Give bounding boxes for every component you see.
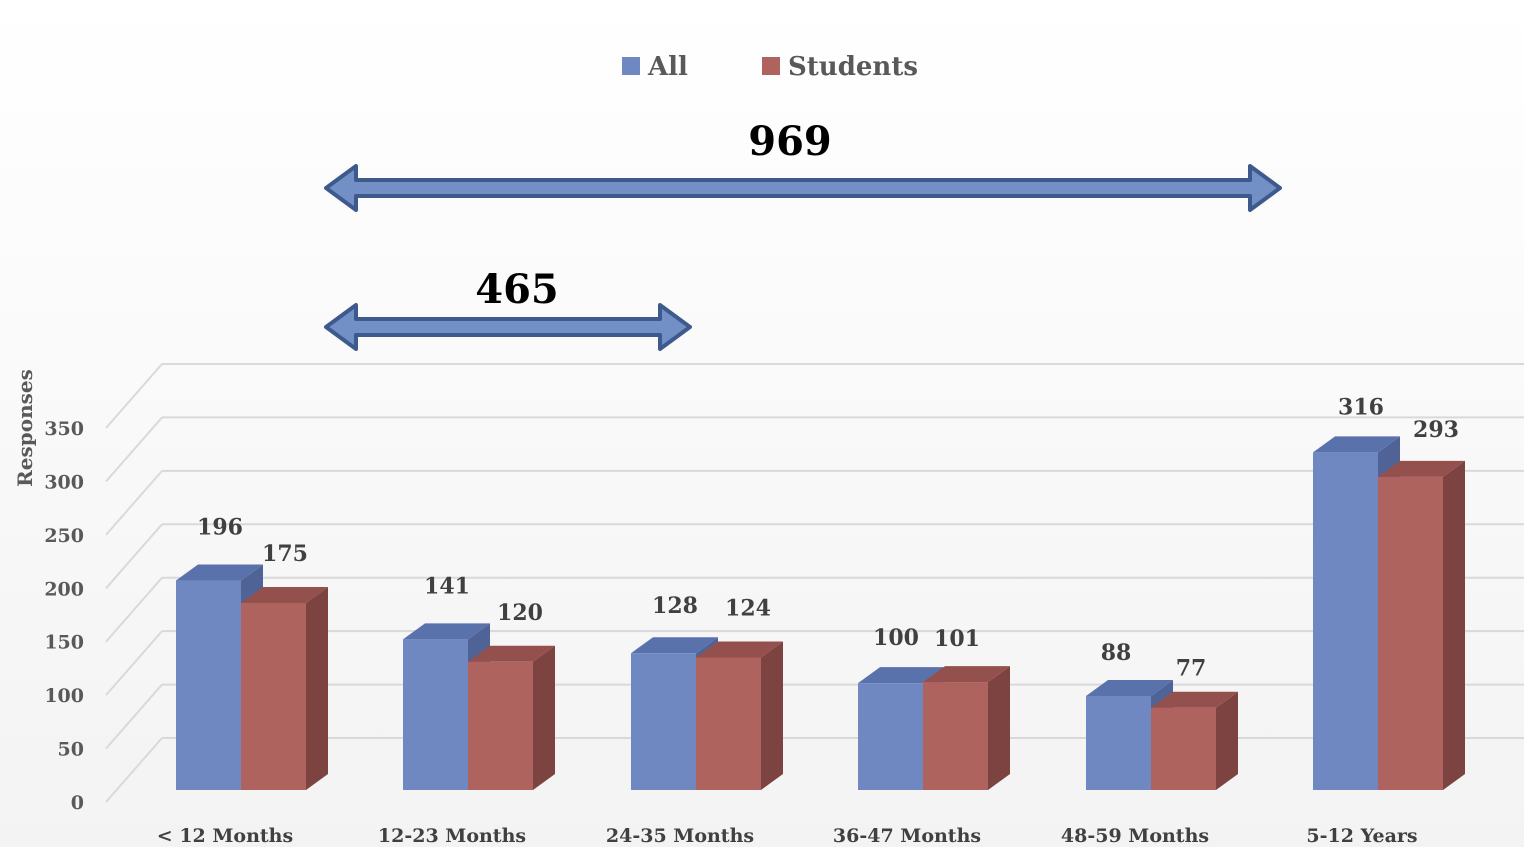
category-label: 36-47 Months: [833, 825, 981, 847]
bar-all: [403, 639, 468, 790]
data-label-all: 196: [197, 515, 243, 541]
annotation-label: 465: [475, 266, 559, 313]
y-tick-label: 300: [44, 471, 84, 493]
category-labels: < 12 Months 12-23 Months 24-35 Months 36-47…: [157, 825, 1418, 847]
category-label: 5-12 Years: [1306, 825, 1417, 847]
bar-students: [696, 657, 761, 790]
data-label-students: 124: [725, 595, 771, 621]
bar-top-all: [631, 637, 718, 654]
category-label: 48-59 Months: [1061, 825, 1209, 847]
bar-top-all: [176, 564, 263, 581]
gridline-diagonal: [105, 577, 163, 643]
gridline-diagonal: [105, 470, 163, 536]
bar-side-students: [988, 666, 1010, 790]
data-labels: 196 175 141 120 128 124 100 101 88 77 316 293: [197, 394, 1459, 681]
legend-swatch-all: [622, 57, 640, 75]
category-label: 12-23 Months: [378, 825, 526, 847]
bar-all: [631, 653, 696, 790]
bars: [176, 436, 1465, 790]
legend-label-students: Students: [788, 52, 918, 82]
bar-side-students: [533, 645, 555, 790]
bar-top-students: [241, 586, 328, 603]
bar-students: [241, 602, 306, 790]
y-tick-label: 50: [58, 739, 84, 761]
gridline-diagonal: [105, 683, 163, 750]
data-label-students: 101: [934, 626, 980, 652]
data-label-all: 141: [424, 573, 470, 599]
bar-top-all: [1313, 436, 1400, 453]
legend-label-all: All: [647, 52, 688, 82]
bar-top-students: [1378, 460, 1465, 477]
bar-top-students: [468, 645, 555, 662]
bar-students: [1378, 476, 1443, 790]
gridline-diagonal: [105, 363, 163, 429]
bar-all: [858, 683, 923, 790]
y-tick-label: 250: [44, 525, 84, 547]
data-label-students: 120: [497, 600, 543, 626]
bar-top-all: [1086, 679, 1173, 696]
gridline-diagonal: [105, 523, 163, 589]
y-tick-label: 350: [44, 418, 84, 440]
annotation-label: 969: [748, 118, 832, 165]
double-arrow-969: [324, 164, 1282, 212]
bar-side-students: [1216, 691, 1238, 790]
data-label-students: 175: [262, 541, 308, 567]
data-label-students: 293: [1413, 417, 1459, 443]
bar-top-all: [403, 623, 490, 640]
category-label: < 12 Months: [157, 825, 293, 847]
gridline-diagonal: [105, 416, 163, 483]
y-axis-title: Responses: [13, 369, 37, 487]
bar-side-students: [1443, 460, 1465, 790]
gridlines: [105, 362, 1524, 803]
data-label-all: 128: [652, 593, 698, 619]
data-label-all: 316: [1338, 394, 1384, 420]
bar-students: [923, 682, 988, 790]
bar-students: [468, 661, 533, 790]
bar-all: [176, 580, 241, 790]
legend-swatch-students: [762, 57, 780, 75]
bar-top-students: [1151, 691, 1238, 708]
bar-side-students: [761, 641, 783, 790]
data-label-all: 88: [1101, 640, 1132, 666]
bar-all: [1086, 695, 1151, 790]
double-arrow-465: [324, 303, 692, 351]
gridline-diagonal: [105, 737, 163, 803]
y-tick-label: 150: [44, 632, 84, 654]
y-tick-label: 100: [44, 685, 84, 707]
gridline-diagonal: [105, 630, 163, 696]
y-tick-label: 200: [44, 578, 84, 600]
y-axis-ticks: 0 50 100 150 200 250 300 350: [44, 418, 84, 814]
bar-top-students: [923, 666, 1010, 683]
bar-students: [1151, 707, 1216, 790]
data-label-all: 100: [873, 625, 919, 651]
y-tick-label: 0: [71, 792, 84, 814]
data-label-students: 77: [1176, 656, 1207, 682]
bar-side-students: [306, 586, 328, 790]
bar-top-all: [858, 667, 945, 684]
category-label: 24-35 Months: [606, 825, 754, 847]
bar-top-students: [696, 641, 783, 658]
annotations: 969 465: [324, 118, 1282, 351]
legend: All Students: [622, 52, 918, 82]
bar-all: [1313, 452, 1378, 790]
